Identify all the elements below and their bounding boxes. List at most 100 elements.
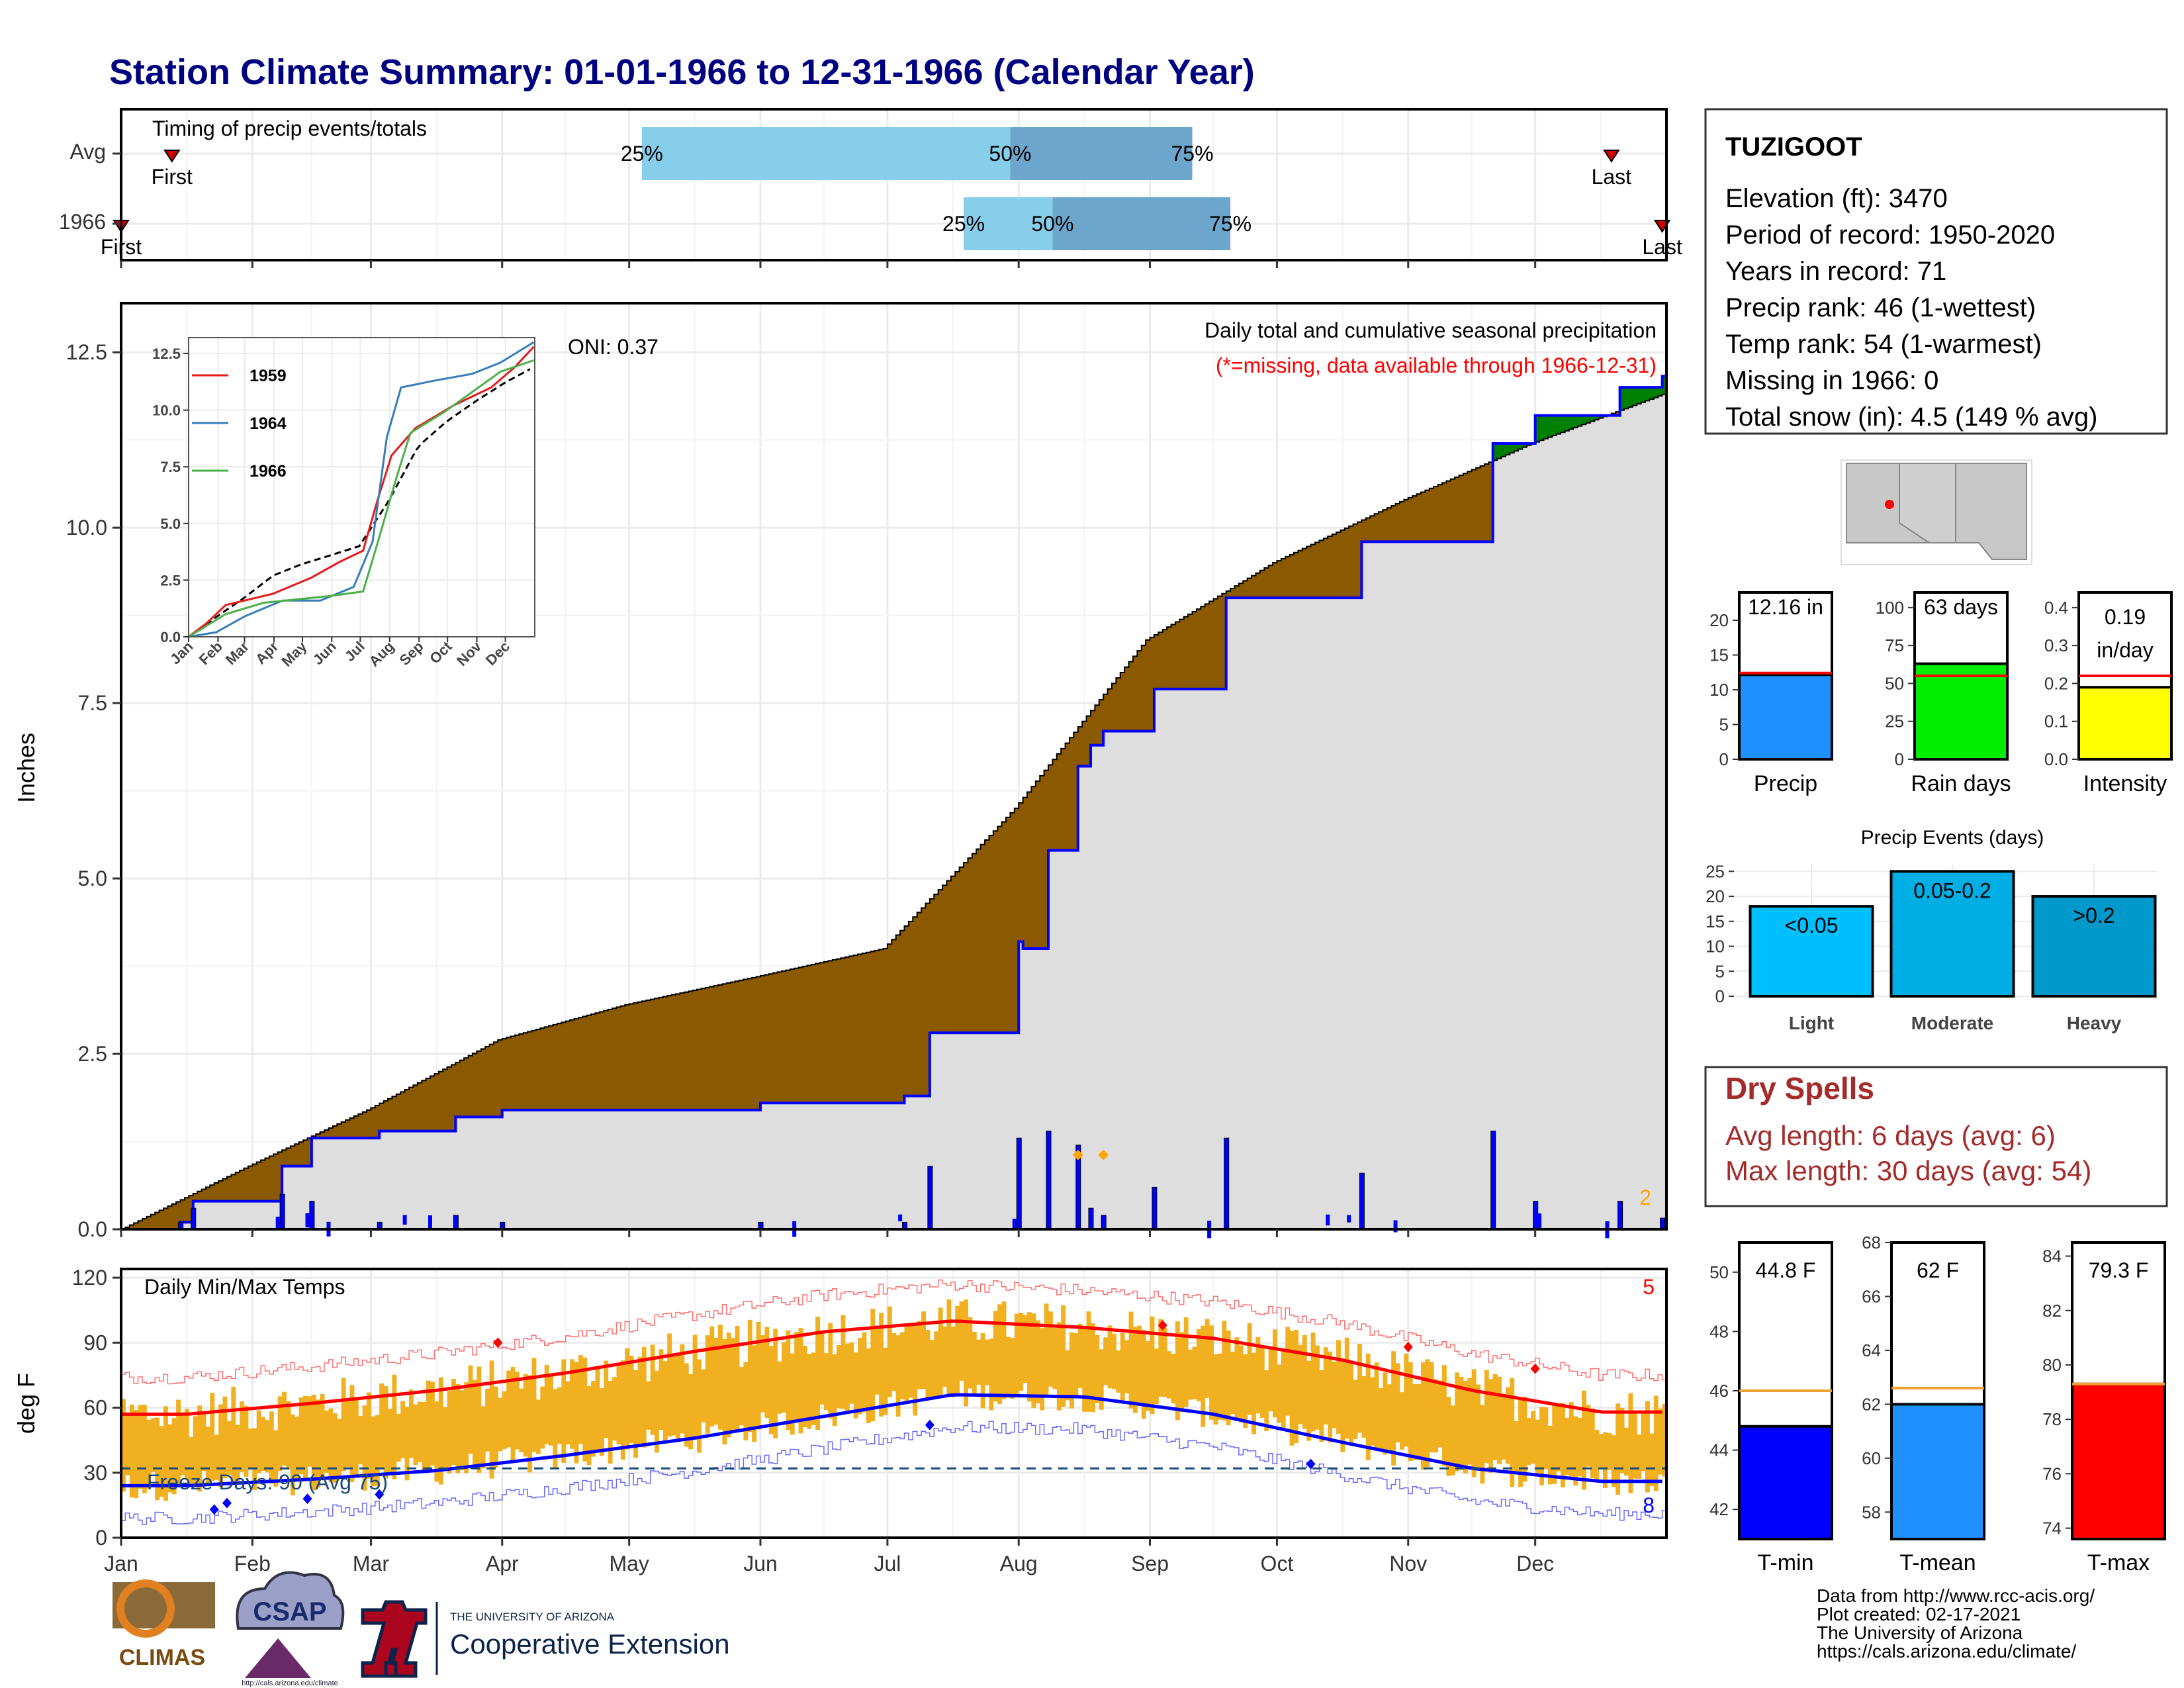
temp-daily-bar — [574, 1362, 579, 1464]
precip-event-bar-label: 0.05-0.2 — [1913, 878, 1991, 902]
temp-summary-tick-label: 50 — [1709, 1262, 1729, 1282]
deficit-band — [1404, 499, 1409, 542]
temp-summary-value — [1890, 1403, 1985, 1540]
deficit-band — [731, 982, 736, 1110]
deficit-band — [273, 1154, 279, 1201]
deficit-band — [1441, 483, 1447, 542]
temp-daily-bar — [1306, 1360, 1312, 1441]
deficit-band — [1273, 563, 1278, 598]
inset-normal-line — [188, 368, 531, 638]
deficit-band — [1399, 501, 1404, 542]
temp-summary-tick-label: 46 — [1709, 1381, 1729, 1401]
month-label: Oct — [1261, 1552, 1294, 1575]
temp-daily-bar — [1383, 1372, 1388, 1455]
events-y-tick-label: 15 — [1706, 912, 1725, 931]
temp-daily-bar — [226, 1421, 232, 1475]
temp-daily-bar — [853, 1352, 858, 1419]
deficit-band — [1344, 528, 1349, 598]
deficit-band — [701, 988, 706, 1110]
temp-daily-bar — [138, 1405, 143, 1489]
deficit-band — [1328, 536, 1333, 598]
deficit-band — [226, 1176, 232, 1201]
temp-daily-bar — [459, 1390, 465, 1470]
record-low-marker — [925, 1419, 934, 1430]
deficit-band — [752, 977, 757, 1110]
temp-daily-bar — [244, 1405, 249, 1477]
summary-bar-tick-label: 20 — [1709, 610, 1729, 630]
deficit-band — [324, 1130, 330, 1139]
temp-summary-tick-label: 82 — [2042, 1301, 2062, 1321]
temp-daily-bar — [629, 1356, 634, 1444]
summary-bar-tick-label: 10 — [1709, 680, 1729, 700]
daily-precip-bar — [1533, 1201, 1539, 1230]
deficit-band — [1336, 532, 1342, 598]
temp-daily-bar — [261, 1417, 266, 1472]
temp-daily-bar — [837, 1345, 842, 1409]
summary-bar-value-label: 12.16 in — [1748, 595, 1823, 619]
temp-daily-bar — [489, 1360, 494, 1479]
inset-y-tick-label: 2.5 — [160, 572, 181, 588]
temp-daily-bar — [1395, 1363, 1400, 1443]
temp-daily-bar — [667, 1333, 672, 1436]
temp-daily-bar — [1336, 1340, 1341, 1434]
deficit-band — [985, 839, 990, 1033]
events-y-tick-label: 0 — [1715, 986, 1725, 1006]
deficit-band — [1010, 812, 1015, 1033]
temp-daily-bar — [1594, 1430, 1600, 1480]
temp-summary-tick-label: 80 — [2042, 1355, 2062, 1375]
temp-daily-bar — [1408, 1362, 1413, 1462]
temp-summary-tick-label: 64 — [1862, 1340, 1881, 1360]
inset-legend: 1959 1964 1966 — [192, 367, 287, 481]
temp-daily-bars — [121, 1299, 1667, 1501]
deficit-band — [1488, 462, 1494, 542]
temp-summary-category-label: T-mean — [1899, 1550, 1976, 1575]
deficit-band — [641, 1001, 647, 1110]
deficit-band — [1247, 578, 1252, 598]
temp-daily-bar — [1586, 1405, 1591, 1467]
deficit-band — [1437, 485, 1443, 542]
deficit-band — [713, 986, 719, 1110]
record-low-marker — [302, 1493, 312, 1505]
temp-daily-bar — [1171, 1353, 1176, 1404]
temp-daily-bar — [807, 1354, 812, 1429]
deficit-band — [167, 1206, 173, 1229]
temp-daily-bar — [121, 1399, 126, 1492]
temp-y-axis-label: deg F — [13, 1373, 40, 1434]
temp-daily-bar — [688, 1374, 694, 1450]
deficit-band — [786, 970, 791, 1103]
summary-bar-value-label: 63 days — [1924, 595, 1998, 619]
temp-daily-bar — [616, 1364, 621, 1445]
temp-daily-bar — [980, 1333, 985, 1409]
deficit-band — [832, 960, 837, 1103]
surplus-band — [1535, 415, 1540, 442]
events-y-tick-label: 5 — [1715, 961, 1725, 981]
temp-daily-bar — [625, 1348, 630, 1450]
precip-event-category: Heavy — [2067, 1013, 2122, 1033]
deficit-band — [997, 826, 1003, 1033]
deficit-band — [447, 1066, 452, 1131]
temp-daily-bar — [819, 1333, 825, 1405]
credits: Data from http://www.rcc-acis.org/Plot c… — [1817, 1585, 2095, 1662]
deficit-band — [1154, 634, 1159, 689]
temp-daily-bar — [739, 1366, 744, 1426]
temp-daily-bar — [134, 1409, 139, 1499]
temp-daily-bar — [464, 1382, 469, 1474]
station-info-line: Total snow (in): 4.5 (149 % avg) — [1725, 402, 2097, 432]
deficit-band — [895, 935, 901, 1103]
inset-legend-label: 1959 — [250, 367, 287, 385]
temp-daily-bar — [1294, 1330, 1298, 1444]
temp-daily-bar — [1268, 1347, 1273, 1412]
temp-daily-bar — [1162, 1327, 1167, 1397]
deficit-band — [637, 1002, 643, 1110]
temp-daily-bar — [752, 1345, 757, 1442]
deficit-band — [908, 921, 913, 1096]
inset-x-tick-label: Sep — [396, 638, 427, 669]
temp-daily-bar — [282, 1391, 287, 1466]
deficit-band — [1052, 759, 1058, 851]
deficit-band — [1048, 765, 1053, 851]
temp-daily-bar — [1399, 1392, 1404, 1450]
deficit-band — [1294, 552, 1299, 598]
record-high-marker — [1403, 1341, 1413, 1352]
temp-daily-bar — [1044, 1303, 1049, 1396]
